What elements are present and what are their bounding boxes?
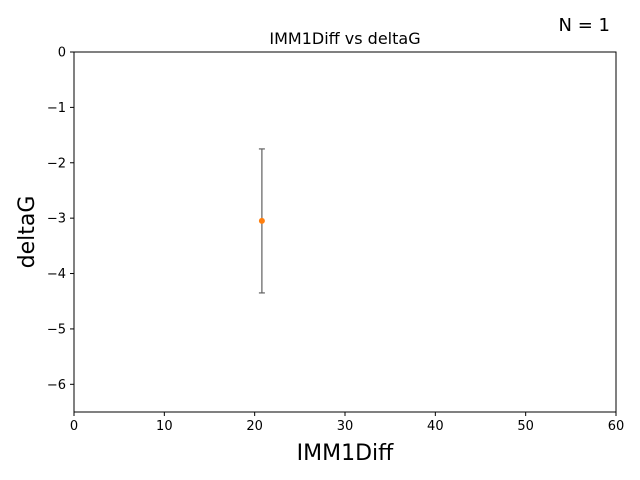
y-axis-label: deltaG: [15, 196, 40, 269]
y-tick-label: −2: [47, 156, 66, 171]
x-tick-label: 10: [156, 419, 173, 434]
y-tick-label: −4: [47, 267, 66, 282]
x-tick-label: 30: [337, 419, 354, 434]
x-tick-label: 0: [70, 419, 78, 434]
y-tick-label: −5: [47, 322, 66, 337]
y-tick-label: 0: [58, 46, 66, 61]
data-point: [258, 217, 265, 224]
plot-area: [73, 51, 617, 413]
x-axis-label: IMM1Diff: [297, 441, 395, 466]
x-tick-label: 50: [517, 419, 534, 434]
y-axis: 0 −1 −2 −3 −4 −5 −6: [47, 46, 74, 393]
x-tick-label: 60: [608, 419, 625, 434]
sample-count-annotation: N = 1: [559, 15, 610, 36]
y-tick-label: −3: [47, 212, 66, 227]
y-tick-label: −6: [47, 378, 66, 393]
x-tick-label: 20: [246, 419, 263, 434]
data-marks: [258, 148, 265, 294]
x-tick-label: 40: [427, 419, 444, 434]
chart-title: IMM1Diff vs deltaG: [269, 29, 420, 48]
x-axis: 0 10 20 30 40 50 60: [70, 412, 624, 434]
y-tick-label: −1: [47, 101, 66, 116]
